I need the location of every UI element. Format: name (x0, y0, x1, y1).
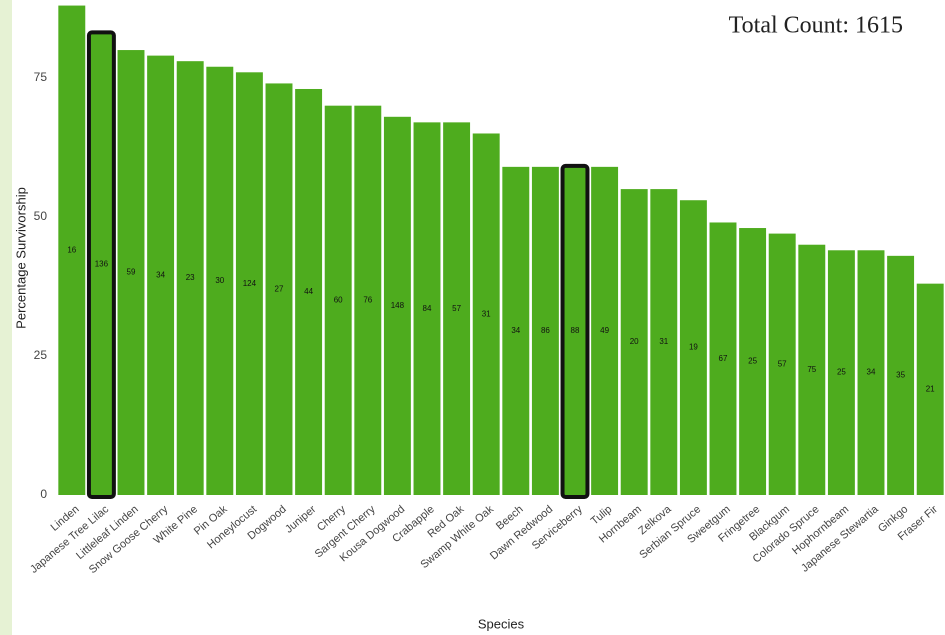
bar (265, 83, 293, 495)
y-axis-title: Percentage Survivorship (13, 187, 28, 329)
bar (739, 228, 767, 496)
bar (383, 116, 411, 495)
bar (857, 250, 885, 495)
bar (413, 122, 441, 495)
count-label: 19 (689, 343, 698, 352)
count-label: 44 (304, 287, 313, 296)
y-tick-label: 25 (34, 348, 48, 362)
count-label: 25 (837, 368, 846, 377)
bar (206, 66, 234, 495)
count-label: 57 (778, 359, 787, 368)
bar (620, 189, 648, 495)
count-label: 60 (334, 295, 343, 304)
left-strip (0, 0, 12, 635)
x-axis-title: Species (478, 616, 525, 631)
count-label: 31 (659, 337, 668, 346)
count-label: 34 (156, 270, 165, 279)
count-label: 148 (391, 301, 405, 310)
bar (679, 200, 707, 495)
bar (443, 122, 471, 495)
bar (561, 166, 589, 495)
count-label: 75 (807, 365, 816, 374)
highlight-box (86, 30, 116, 499)
count-label: 35 (896, 371, 905, 380)
bar (472, 133, 500, 495)
bar (117, 50, 145, 495)
bar (235, 72, 263, 495)
bar (887, 255, 915, 495)
bar (324, 105, 352, 495)
count-label: 88 (571, 326, 580, 335)
bar (591, 166, 619, 495)
bar (650, 189, 678, 495)
count-label: 30 (215, 276, 224, 285)
bar (176, 61, 204, 495)
count-label: 124 (243, 279, 257, 288)
annotation: Total Count: 1615 (729, 13, 903, 39)
bar (87, 33, 115, 495)
highlight-box (560, 163, 590, 499)
count-label: 84 (423, 304, 432, 313)
bar (916, 283, 944, 495)
bar (354, 105, 382, 495)
count-label: 21 (926, 384, 935, 393)
bar (768, 233, 796, 495)
count-label: 86 (541, 326, 550, 335)
count-label: 34 (511, 326, 520, 335)
bar (531, 166, 559, 495)
count-label: 136 (95, 259, 109, 268)
count-label: 20 (630, 337, 639, 346)
y-tick-label: 0 (40, 487, 47, 501)
bar (502, 166, 530, 495)
count-label: 34 (867, 368, 876, 377)
bar (58, 5, 86, 495)
bar (709, 222, 737, 495)
count-label: 25 (748, 357, 757, 366)
y-tick-label: 75 (34, 70, 48, 84)
bar (827, 250, 855, 495)
count-label: 59 (127, 268, 136, 277)
count-label: 67 (719, 354, 728, 363)
y-tick-label: 50 (34, 209, 48, 223)
count-label: 57 (452, 304, 461, 313)
bar (147, 55, 175, 495)
bar (295, 88, 323, 495)
count-label: 49 (600, 326, 609, 335)
count-label: 31 (482, 309, 491, 318)
count-label: 23 (186, 273, 195, 282)
count-label: 16 (67, 245, 76, 254)
x-tick-label: Juniper (283, 503, 319, 536)
bar (798, 244, 826, 495)
count-label: 27 (275, 284, 284, 293)
count-label: 76 (363, 295, 372, 304)
